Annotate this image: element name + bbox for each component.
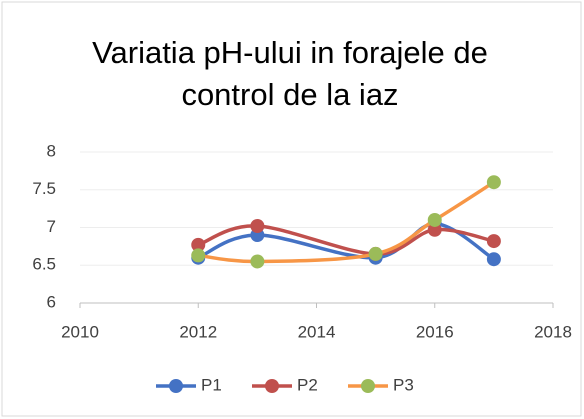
- x-tick-label: 2010: [61, 322, 99, 341]
- legend-marker: [265, 379, 279, 393]
- legend-label: P3: [393, 375, 414, 394]
- point: [191, 237, 206, 252]
- chart-title: Variatia pH-ului in forajele de control …: [92, 35, 488, 112]
- y-tick-label: 7: [47, 217, 56, 236]
- point: [368, 246, 383, 261]
- legend-label: P2: [297, 375, 318, 394]
- point: [427, 212, 442, 227]
- y-tick-label: 6: [47, 292, 56, 311]
- point: [191, 248, 206, 263]
- x-tick-label: 2016: [416, 322, 454, 341]
- x-tick-label: 2012: [179, 322, 217, 341]
- y-tick-label: 6.5: [32, 255, 56, 274]
- legend-marker: [169, 379, 183, 393]
- point: [427, 222, 442, 237]
- point: [486, 175, 501, 190]
- x-tick-label: 2014: [298, 322, 336, 341]
- x-tick-label: 2018: [534, 322, 572, 341]
- series-line: [197, 224, 495, 256]
- point: [250, 254, 265, 269]
- y-tick-label: 8: [47, 141, 56, 160]
- y-tick-label: 7.5: [32, 179, 56, 198]
- point: [486, 252, 501, 267]
- legend-label: P1: [201, 375, 222, 394]
- point: [486, 234, 501, 249]
- point: [250, 218, 265, 233]
- legend-marker: [361, 379, 375, 393]
